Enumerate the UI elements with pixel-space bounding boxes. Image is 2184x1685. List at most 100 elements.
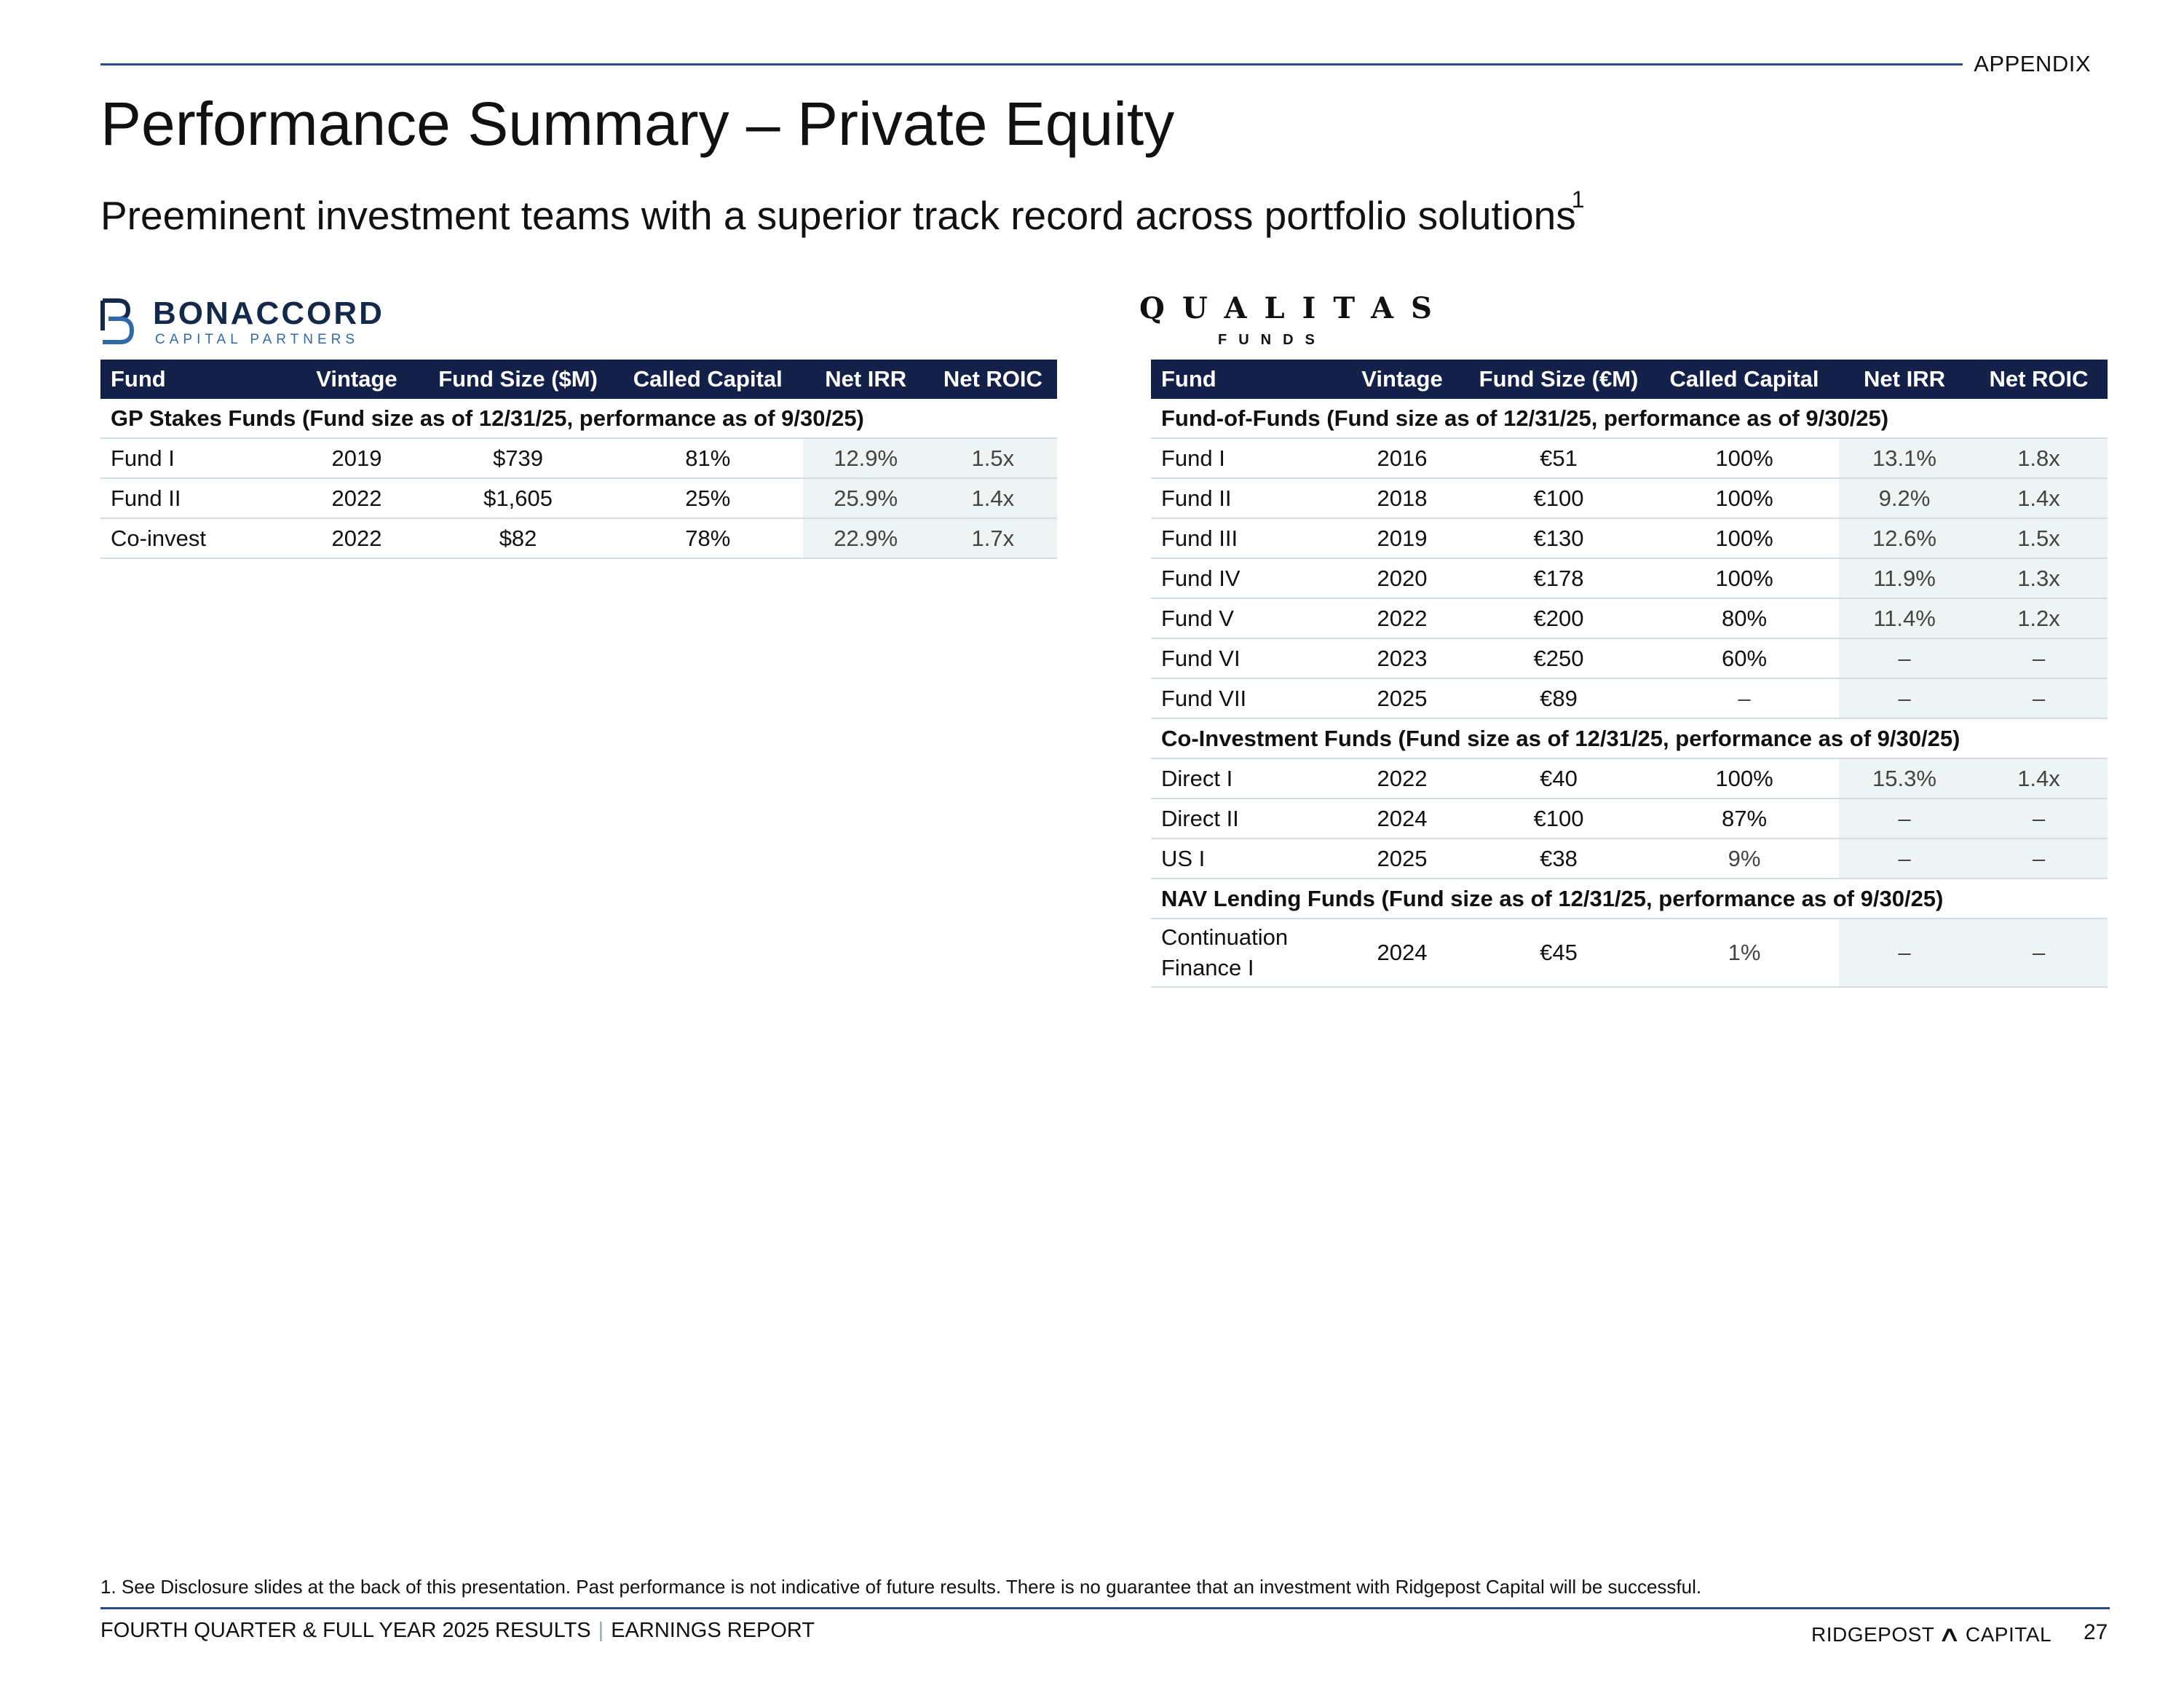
- table-row: Fund V 2022 €200 80% 11.4% 1.2x: [1151, 598, 2108, 639]
- col-header-vintage: Vintage: [1337, 360, 1468, 399]
- top-rule: [100, 63, 1963, 66]
- table-row: Fund I 2016 €51 100% 13.1% 1.8x: [1151, 438, 2108, 479]
- cell-called-capital: 87%: [1650, 798, 1839, 839]
- col-header-fund: Fund: [100, 360, 290, 399]
- cell-net-roic: 1.7x: [928, 518, 1057, 559]
- cell-vintage: 2022: [1337, 758, 1468, 799]
- cell-net-irr: –: [1839, 919, 1970, 988]
- cell-fund-size: €38: [1468, 838, 1650, 879]
- cell-vintage: 2024: [1337, 798, 1468, 839]
- table-row: Continuation Finance I 2024 €45 1% – –: [1151, 919, 2108, 988]
- cell-net-roic: –: [1970, 638, 2108, 679]
- cell-net-irr: –: [1839, 638, 1970, 679]
- page-title: Performance Summary – Private Equity: [100, 90, 1175, 158]
- table-row: Fund I 2019 $739 81% 12.9% 1.5x: [100, 438, 1057, 479]
- cell-fund: Fund VII: [1151, 678, 1337, 719]
- cell-net-roic: 1.5x: [928, 438, 1057, 479]
- cell-fund-size: €100: [1468, 798, 1650, 839]
- cell-vintage: 2024: [1337, 919, 1468, 988]
- cell-vintage: 2019: [290, 438, 424, 479]
- cell-vintage: 2022: [290, 518, 424, 559]
- table-row: Fund VII 2025 €89 – – –: [1151, 678, 2108, 719]
- cell-fund: Fund I: [1151, 438, 1337, 479]
- col-header-vintage: Vintage: [290, 360, 424, 399]
- col-header-fund-size: Fund Size ($M): [423, 360, 613, 399]
- cell-fund: Fund II: [100, 478, 290, 519]
- footnote: 1. See Disclosure slides at the back of …: [100, 1576, 1702, 1598]
- cell-called-capital: 100%: [1650, 758, 1839, 799]
- table-header-row: Fund Vintage Fund Size (€M) Called Capit…: [1151, 360, 2108, 399]
- cell-net-roic: 1.4x: [1970, 478, 2108, 519]
- cell-vintage: 2025: [1337, 678, 1468, 719]
- cell-fund-size: €89: [1468, 678, 1650, 719]
- footer-report-type: EARNINGS REPORT: [611, 1619, 815, 1642]
- cell-vintage: 2020: [1337, 558, 1468, 599]
- page-subtitle: Preeminent investment teams with a super…: [100, 186, 1585, 239]
- footnote-ref: 1: [1571, 186, 1585, 213]
- ridgepost-brand: RIDGEPOST ∧ CAPITAL: [1811, 1622, 2052, 1647]
- cell-fund: Fund III: [1151, 518, 1337, 559]
- table-row: Fund IV 2020 €178 100% 11.9% 1.3x: [1151, 558, 2108, 599]
- cell-vintage: 2023: [1337, 638, 1468, 679]
- table-row: Direct I 2022 €40 100% 15.3% 1.4x: [1151, 758, 2108, 799]
- bonaccord-logo-icon: [100, 298, 135, 344]
- table-row: Fund II 2018 €100 100% 9.2% 1.4x: [1151, 478, 2108, 519]
- table-row: Fund VI 2023 €250 60% – –: [1151, 638, 2108, 679]
- cell-fund-size: €250: [1468, 638, 1650, 679]
- cell-fund-size: €45: [1468, 919, 1650, 988]
- cell-net-irr: 11.4%: [1839, 598, 1970, 639]
- table-row: Direct II 2024 €100 87% – –: [1151, 798, 2108, 839]
- col-header-fund: Fund: [1151, 360, 1337, 399]
- section-title: Fund-of-Funds (Fund size as of 12/31/25,…: [1151, 399, 2108, 439]
- cell-called-capital: 80%: [1650, 598, 1839, 639]
- cell-net-roic: 1.4x: [1970, 758, 2108, 799]
- footer-report-title: FOURTH QUARTER & FULL YEAR 2025 RESULTS: [100, 1619, 591, 1642]
- bonaccord-logo-sub: CAPITAL PARTNERS: [155, 332, 360, 347]
- cell-fund-size: $1,605: [423, 478, 613, 519]
- cell-fund: Co-invest: [100, 518, 290, 559]
- cell-net-irr: 22.9%: [802, 518, 929, 559]
- cell-fund-size: $739: [423, 438, 613, 479]
- cell-net-irr: 11.9%: [1839, 558, 1970, 599]
- cell-called-capital: 100%: [1650, 438, 1839, 479]
- qualitas-logo-name: QUALITAS: [1139, 291, 1449, 325]
- cell-fund: Continuation Finance I: [1151, 919, 1337, 988]
- cell-net-irr: –: [1839, 838, 1970, 879]
- cell-fund: Fund IV: [1151, 558, 1337, 599]
- cell-called-capital: 9%: [1650, 838, 1839, 879]
- cell-fund-size: €200: [1468, 598, 1650, 639]
- cell-net-roic: –: [1970, 678, 2108, 719]
- bonaccord-performance-table: Fund Vintage Fund Size ($M) Called Capit…: [100, 360, 1057, 559]
- col-header-called-capital: Called Capital: [1650, 360, 1839, 399]
- qualitas-performance-table: Fund Vintage Fund Size (€M) Called Capit…: [1151, 360, 2108, 988]
- cell-net-roic: 1.5x: [1970, 518, 2108, 559]
- section-row: Fund-of-Funds (Fund size as of 12/31/25,…: [1151, 399, 2108, 439]
- section-row: GP Stakes Funds (Fund size as of 12/31/2…: [100, 399, 1057, 439]
- cell-vintage: 2025: [1337, 838, 1468, 879]
- cell-called-capital: 100%: [1650, 558, 1839, 599]
- brand-right: CAPITAL: [1965, 1623, 2052, 1646]
- cell-net-roic: 1.4x: [928, 478, 1057, 519]
- page-number: 27: [2084, 1620, 2108, 1644]
- cell-net-irr: –: [1839, 678, 1970, 719]
- cell-called-capital: 25%: [612, 478, 803, 519]
- cell-called-capital: 100%: [1650, 478, 1839, 519]
- cell-net-irr: 9.2%: [1839, 478, 1970, 519]
- section-row: NAV Lending Funds (Fund size as of 12/31…: [1151, 879, 2108, 919]
- col-header-called-capital: Called Capital: [612, 360, 803, 399]
- table-row: US I 2025 €38 9% – –: [1151, 838, 2108, 879]
- cell-called-capital: 81%: [612, 438, 803, 479]
- cell-fund: Fund VI: [1151, 638, 1337, 679]
- cell-net-roic: –: [1970, 798, 2108, 839]
- table-row: Fund II 2022 $1,605 25% 25.9% 1.4x: [100, 478, 1057, 519]
- bottom-rule: [100, 1607, 2110, 1609]
- section-title: Co-Investment Funds (Fund size as of 12/…: [1151, 718, 2108, 759]
- ridgepost-mountain-icon: ∧: [1937, 1622, 1963, 1646]
- cell-net-roic: 1.2x: [1970, 598, 2108, 639]
- col-header-net-roic: Net ROIC: [928, 360, 1057, 399]
- section-title: GP Stakes Funds (Fund size as of 12/31/2…: [100, 399, 1057, 439]
- brand-left: RIDGEPOST: [1811, 1623, 1935, 1646]
- footer-report-label: FOURTH QUARTER & FULL YEAR 2025 RESULTS |…: [100, 1619, 815, 1643]
- cell-net-irr: 15.3%: [1839, 758, 1970, 799]
- cell-net-irr: 13.1%: [1839, 438, 1970, 479]
